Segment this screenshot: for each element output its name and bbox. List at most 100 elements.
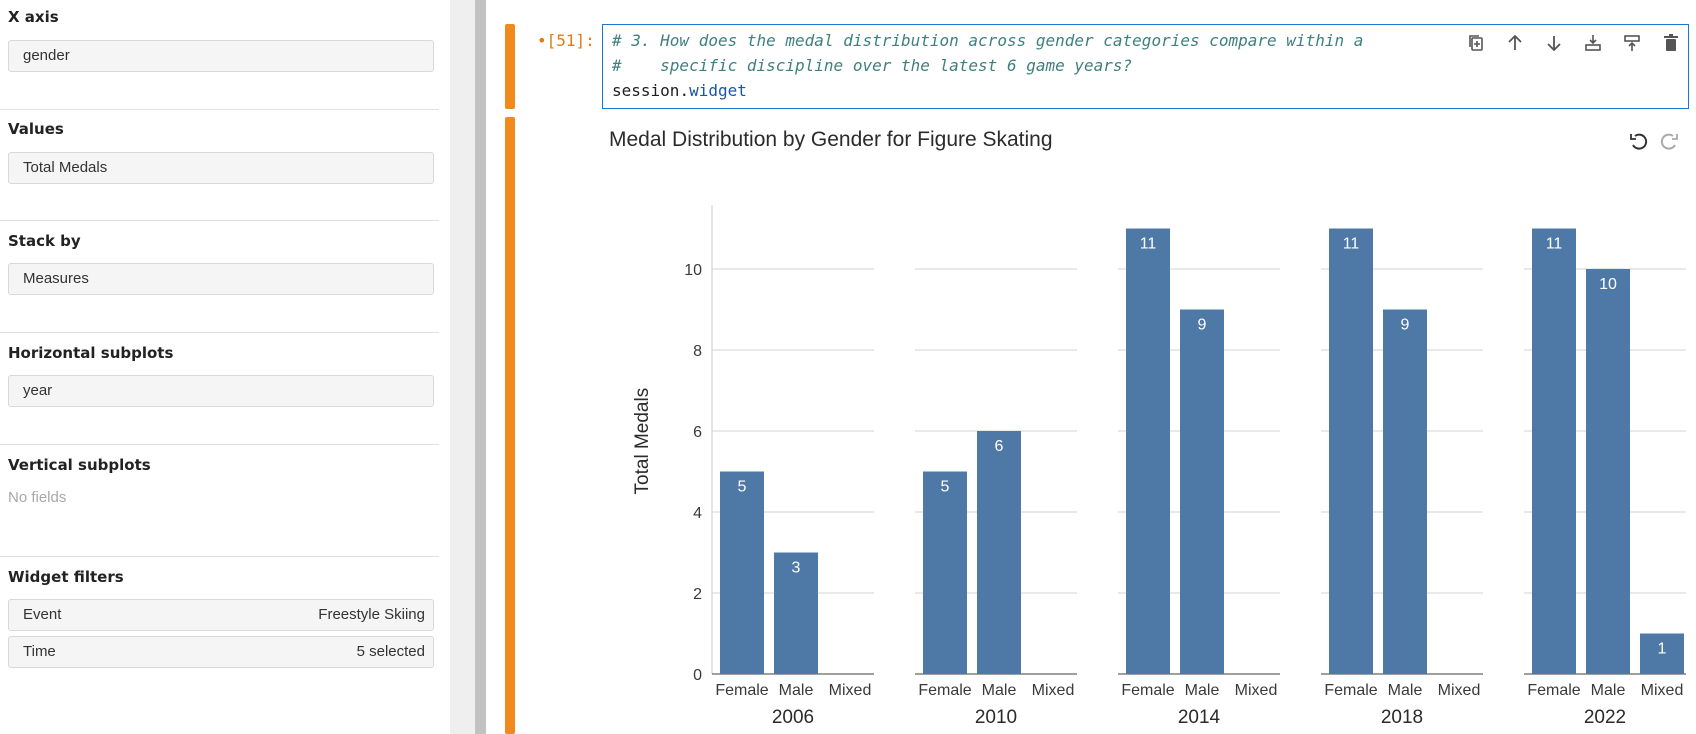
output-cell-collapser[interactable] [505, 117, 515, 734]
filter-value: Freestyle Skiing [318, 606, 425, 623]
bar-value-label: 11 [1546, 236, 1563, 253]
bar-value-label: 11 [1140, 236, 1157, 253]
values-label: Values [8, 120, 64, 138]
y-tick-label: 6 [693, 424, 702, 441]
bar [720, 471, 764, 674]
insert-below-icon [1584, 35, 1601, 51]
bar [774, 552, 818, 674]
bar [1126, 228, 1170, 674]
vertical-subplots-label: Vertical subplots [8, 456, 151, 474]
code-attribute: widget [689, 81, 747, 100]
x-tick-label: Mixed [829, 682, 872, 699]
divider [0, 220, 439, 221]
x-tick-label: Male [1388, 682, 1423, 699]
move-up-button[interactable] [1495, 30, 1534, 56]
input-cell-collapser[interactable] [505, 24, 515, 109]
x-axis-label: X axis [8, 8, 59, 26]
insert-above-icon [1623, 35, 1640, 51]
code-comment-line: # 3. How does the medal distribution acr… [612, 31, 1364, 50]
bar [1586, 269, 1630, 674]
undo-icon[interactable] [1627, 130, 1651, 154]
bar-value-label: 6 [995, 438, 1004, 455]
delete-cell-button[interactable] [1651, 30, 1690, 56]
bar [923, 471, 967, 674]
filter-event[interactable]: Event Freestyle Skiing [8, 599, 434, 631]
bar [1329, 228, 1373, 674]
x-tick-label: Male [779, 682, 814, 699]
widget-filters-label: Widget filters [8, 568, 124, 586]
code-editor[interactable]: # 3. How does the medal distribution acr… [602, 24, 1689, 109]
bar [977, 431, 1021, 674]
x-tick-label: Male [1591, 682, 1626, 699]
y-tick-label: 0 [693, 667, 702, 684]
vertical-subplots-empty[interactable]: No fields [8, 489, 67, 506]
code-variable: session [612, 81, 680, 100]
x-tick-label: Female [1324, 682, 1377, 699]
y-axis-title: Total Medals [632, 388, 653, 495]
divider [0, 444, 439, 445]
chart-toolbar [1627, 130, 1681, 154]
insert-above-button[interactable] [1612, 30, 1651, 56]
x-tick-label: Mixed [1641, 682, 1684, 699]
bar-value-label: 9 [1198, 317, 1207, 334]
bar-value-label: 9 [1401, 317, 1410, 334]
x-tick-label: Mixed [1438, 682, 1481, 699]
panel-scroll-track[interactable] [450, 0, 475, 734]
code-statement: session.widget [612, 81, 747, 100]
divider [0, 109, 439, 110]
x-tick-label: Male [1185, 682, 1220, 699]
filter-name: Event [23, 606, 62, 623]
facet-label: 2006 [772, 707, 814, 728]
x-tick-label: Female [1121, 682, 1174, 699]
move-down-button[interactable] [1534, 30, 1573, 56]
move-up-icon [1507, 34, 1522, 50]
horizontal-subplots-label: Horizontal subplots [8, 344, 174, 362]
x-tick-label: Mixed [1032, 682, 1075, 699]
insert-below-button[interactable] [1573, 30, 1612, 56]
bar-value-label: 5 [738, 479, 747, 496]
delete-icon [1663, 34, 1678, 51]
bar [1532, 228, 1576, 674]
duplicate-cell-button[interactable] [1456, 30, 1495, 56]
stack-by-label: Stack by [8, 232, 81, 250]
code-comment-line: # specific discipline over the latest 6 … [612, 56, 1133, 75]
divider [0, 332, 439, 333]
horizontal-subplots-field[interactable]: year [8, 375, 434, 407]
x-tick-label: Female [1527, 682, 1580, 699]
x-tick-label: Female [715, 682, 768, 699]
facet-label: 2018 [1381, 707, 1423, 728]
x-axis-field[interactable]: gender [8, 40, 434, 72]
bar [1383, 309, 1427, 674]
filter-name: Time [23, 643, 56, 660]
bar-value-label: 11 [1343, 236, 1360, 253]
redo-icon[interactable] [1657, 130, 1681, 154]
y-tick-label: 8 [693, 343, 702, 360]
facet-label: 2022 [1584, 707, 1626, 728]
field-panel: X axis gender Values Total Medals Stack … [0, 0, 450, 734]
x-tick-label: Male [982, 682, 1017, 699]
bar-value-label: 3 [792, 560, 801, 577]
chart-title: Medal Distribution by Gender for Figure … [609, 128, 1053, 151]
bar [1180, 309, 1224, 674]
bar [1640, 633, 1684, 674]
x-tick-label: Mixed [1235, 682, 1278, 699]
y-tick-label: 2 [693, 586, 702, 603]
y-tick-label: 10 [684, 262, 702, 279]
bar-value-label: 5 [941, 479, 950, 496]
x-tick-label: Female [918, 682, 971, 699]
bar-value-label: 1 [1658, 641, 1667, 658]
facet-label: 2010 [975, 707, 1017, 728]
facet-label: 2014 [1178, 707, 1221, 728]
divider [0, 556, 439, 557]
y-tick-label: 4 [693, 505, 702, 522]
faceted-bar-chart: 0 2 4 6 8 10 Total Medals 5 Female 3 Male Mixed 2006… [632, 205, 1686, 728]
cell-prompt: •[51]: [537, 31, 595, 50]
duplicate-icon [1468, 35, 1483, 51]
cell-toolbar [1456, 30, 1690, 56]
move-down-icon [1546, 36, 1561, 52]
filter-value: 5 selected [356, 643, 425, 660]
filter-time[interactable]: Time 5 selected [8, 636, 434, 668]
values-field[interactable]: Total Medals [8, 152, 434, 184]
panel-scrollbar-thumb[interactable] [475, 0, 486, 734]
stack-by-field[interactable]: Measures [8, 263, 434, 295]
